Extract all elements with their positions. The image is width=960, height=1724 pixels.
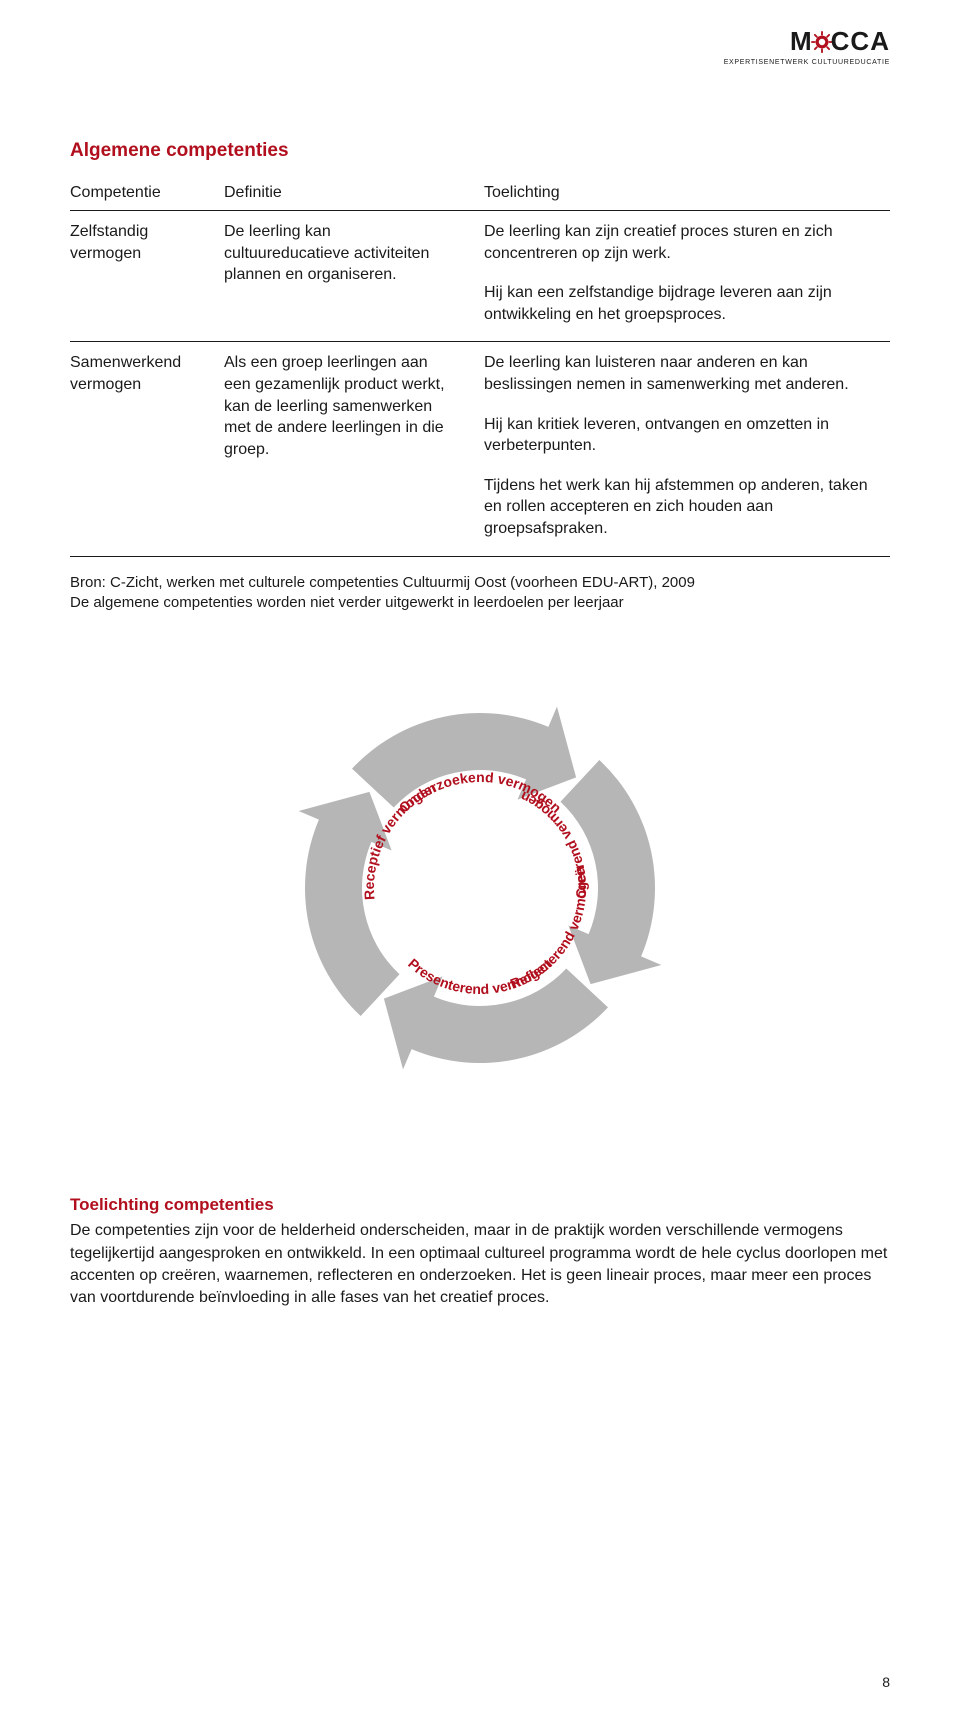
competentie-cell: Samenwerkend vermogen	[70, 342, 210, 556]
logo-text-after: CCA	[831, 26, 890, 56]
competentie-cell: Zelfstandig vermogen	[70, 211, 210, 342]
page-number: 8	[882, 1674, 890, 1690]
source-note: Bron: C-Zicht, werken met culturele comp…	[70, 573, 890, 614]
toelichting-paragraph: Hij kan kritiek leveren, ontvangen en om…	[484, 414, 876, 457]
footer-title: Toelichting competenties	[70, 1193, 890, 1216]
definitie-cell: De leerling kan cultuureducatieve activi…	[210, 211, 470, 342]
table-row: Zelfstandig vermogen De leerling kan cul…	[70, 211, 890, 342]
toelichting-cell: De leerling kan zijn creatief proces stu…	[470, 211, 890, 342]
page-title: Algemene competenties	[70, 140, 890, 162]
toelichting-paragraph: Hij kan een zelfstandige bijdrage levere…	[484, 282, 876, 325]
logo-wordmark: M CCA	[724, 28, 890, 57]
competencies-table: Competentie Definitie Toelichting Zelfst…	[70, 176, 890, 557]
definitie-cell: Als een groep leerlingen aan een gezamen…	[210, 342, 470, 556]
toelichting-paragraph: De leerling kan zijn creatief proces stu…	[484, 221, 876, 264]
logo-text-before: M	[790, 26, 813, 56]
toelichting-cell: De leerling kan luisteren naar anderen e…	[470, 342, 890, 556]
footer-section: Toelichting competenties De competenties…	[70, 1193, 890, 1309]
table-row: Samenwerkend vermogen Als een groep leer…	[70, 342, 890, 556]
toelichting-paragraph: Tijdens het werk kan hij afstemmen op an…	[484, 475, 876, 540]
source-line: De algemene competenties worden niet ver…	[70, 594, 624, 611]
source-line: Bron: C-Zicht, werken met culturele comp…	[70, 574, 695, 591]
table-header: Toelichting	[470, 176, 890, 211]
logo-subtitle: EXPERTISENETWERK CULTUUREDUCATIE	[724, 59, 890, 66]
table-header-row: Competentie Definitie Toelichting	[70, 176, 890, 211]
table-header: Competentie	[70, 176, 210, 211]
cog-icon	[811, 31, 833, 57]
logo: M CCA EXPERTISENETWERK CULTUUREDUCATIE	[724, 28, 890, 66]
cycle-diagram: Receptief vermogenOnderzoekend vermogenC…	[70, 673, 890, 1103]
cycle-svg: Receptief vermogenOnderzoekend vermogenC…	[265, 673, 695, 1103]
toelichting-paragraph: De leerling kan luisteren naar anderen e…	[484, 352, 876, 395]
table-header: Definitie	[210, 176, 470, 211]
footer-body: De competenties zijn voor de helderheid …	[70, 1220, 890, 1308]
